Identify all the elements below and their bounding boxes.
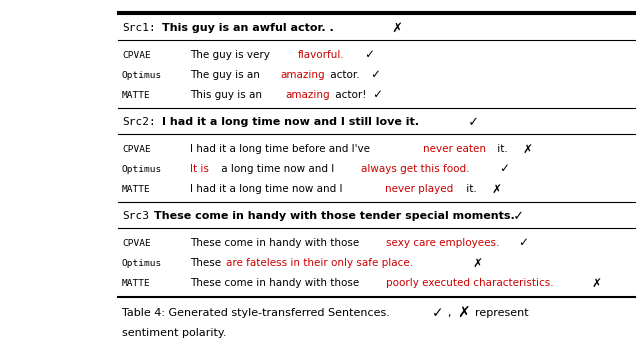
Text: I had it a long time now and I: I had it a long time now and I: [190, 184, 346, 194]
Text: are fateless in their only safe place.: are fateless in their only safe place.: [226, 258, 413, 268]
Text: Src3: Src3: [122, 211, 149, 221]
Text: represent: represent: [475, 308, 529, 318]
Text: These come in handy with those: These come in handy with those: [190, 278, 362, 288]
Text: sentiment polarity.: sentiment polarity.: [122, 328, 227, 338]
Text: These come in handy with those tender special moments.: These come in handy with those tender sp…: [154, 211, 515, 221]
Text: Src2:: Src2:: [122, 117, 156, 127]
Text: it.: it.: [463, 184, 477, 194]
Text: Optimus: Optimus: [122, 70, 163, 79]
Text: ✓: ✓: [432, 306, 444, 320]
Text: These: These: [190, 258, 225, 268]
Text: ✗: ✗: [469, 257, 483, 269]
Text: I had it a long time before and I've: I had it a long time before and I've: [190, 144, 373, 154]
Text: MATTE: MATTE: [122, 278, 151, 287]
Text: ✓: ✓: [496, 163, 510, 175]
Text: actor!: actor!: [332, 90, 367, 100]
Text: ✓: ✓: [509, 209, 524, 223]
Text: CPVAE: CPVAE: [122, 50, 151, 60]
Text: ✗: ✗: [457, 306, 470, 321]
Text: CPVAE: CPVAE: [122, 238, 151, 248]
Text: amazing: amazing: [280, 70, 324, 80]
Text: These come in handy with those: These come in handy with those: [190, 238, 362, 248]
Text: sexy care employees.: sexy care employees.: [386, 238, 499, 248]
Text: The guy is an: The guy is an: [190, 70, 263, 80]
Text: It is: It is: [190, 164, 209, 174]
Text: ✗: ✗: [519, 143, 533, 155]
Text: ✗: ✗: [588, 277, 602, 290]
Text: The guy is very: The guy is very: [190, 50, 273, 60]
Text: poorly executed characteristics.: poorly executed characteristics.: [386, 278, 554, 288]
Text: This guy is an awful actor. .: This guy is an awful actor. .: [162, 23, 333, 33]
Text: ✗: ✗: [488, 183, 502, 196]
Text: ✓: ✓: [361, 49, 375, 61]
Text: it.: it.: [494, 144, 508, 154]
Text: never played: never played: [385, 184, 453, 194]
Text: a long time now and I: a long time now and I: [218, 164, 337, 174]
Text: I had it a long time now and I still love it.: I had it a long time now and I still lov…: [162, 117, 419, 127]
Text: Src1:: Src1:: [122, 23, 156, 33]
Text: Table 4: Generated style-transferred Sentences.: Table 4: Generated style-transferred Sen…: [122, 308, 394, 318]
Text: ✗: ✗: [388, 21, 403, 34]
Text: flavorful.: flavorful.: [298, 50, 345, 60]
Text: actor.: actor.: [327, 70, 360, 80]
Text: ,: ,: [448, 308, 455, 318]
Text: MATTE: MATTE: [122, 90, 151, 99]
Text: ✓: ✓: [515, 237, 529, 249]
Text: ✓: ✓: [367, 69, 381, 82]
Text: ✓: ✓: [464, 115, 479, 129]
Text: ✓: ✓: [369, 89, 383, 102]
Text: Optimus: Optimus: [122, 164, 163, 174]
Text: never eaten: never eaten: [423, 144, 486, 154]
Text: Optimus: Optimus: [122, 258, 163, 268]
Text: always get this food.: always get this food.: [361, 164, 470, 174]
Text: MATTE: MATTE: [122, 184, 151, 193]
Text: This guy is an: This guy is an: [190, 90, 265, 100]
Text: CPVAE: CPVAE: [122, 144, 151, 154]
Text: amazing: amazing: [285, 90, 330, 100]
